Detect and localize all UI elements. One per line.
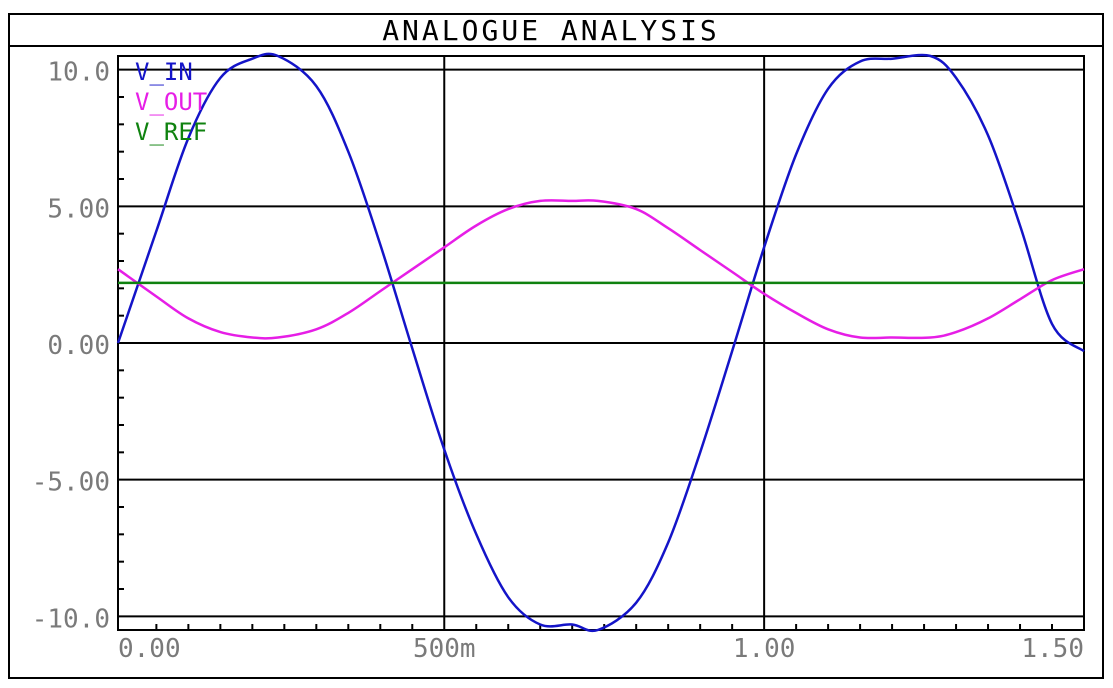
y-tick-label: 5.00	[47, 194, 110, 224]
y-axis-tick-labels: 10.0 5.00 0.00 -5.00 -10.0	[32, 58, 110, 635]
y-tick-label: -10.0	[32, 604, 110, 634]
series-line-v-out	[117, 199, 1085, 340]
x-tick-label: 1.00	[733, 634, 796, 664]
legend-entry-v-ref: V_REF	[135, 118, 207, 146]
y-tick-label: 0.00	[47, 331, 110, 361]
series-line-v-in	[116, 52, 1085, 633]
series-lines	[116, 52, 1085, 633]
minor-ticks	[118, 96, 1054, 630]
outer-frame	[8, 13, 1104, 679]
legend-entry-v-out: V_OUT	[135, 88, 207, 116]
chart-title: ANALOGUE ANALYSIS	[382, 14, 720, 47]
y-tick-label: 10.0	[47, 58, 110, 88]
x-axis-tick-labels: 0.00 500m 1.00 1.50	[118, 634, 1084, 664]
x-tick-label: 500m	[413, 634, 476, 664]
x-tick-label: 1.50	[1021, 634, 1084, 664]
grid-lines	[118, 56, 1085, 630]
legend-entry-v-in: V_IN	[135, 58, 193, 86]
y-tick-label: -5.00	[32, 468, 110, 498]
x-tick-label: 0.00	[118, 634, 181, 664]
